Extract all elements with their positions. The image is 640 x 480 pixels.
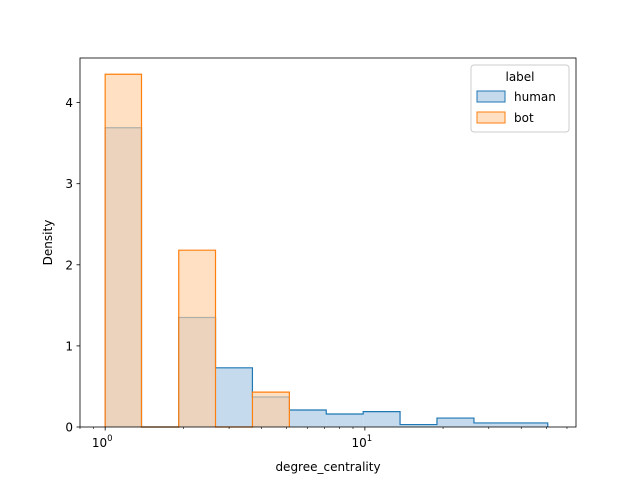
series-layer — [104, 73, 549, 428]
y-tick-label-1: 1 — [65, 339, 73, 353]
axes-frame — [79, 57, 577, 428]
bar-bot-0 — [105, 74, 142, 427]
series-human — [104, 127, 549, 428]
series-bot — [104, 73, 290, 428]
x-axis-label: degree_centrality — [275, 460, 380, 474]
legend-entries: human bot — [476, 90, 556, 125]
outline-bot — [104, 73, 290, 428]
legend-title: label — [505, 70, 534, 84]
bar-bot-2 — [178, 250, 216, 427]
bar-human-9 — [436, 418, 474, 427]
legend-label-human: human — [514, 90, 556, 104]
y-tick-label-3: 3 — [65, 177, 73, 191]
bar-human-3 — [215, 367, 253, 427]
x-tick-label-1: 100 — [92, 434, 113, 450]
bar-bot-4 — [252, 392, 290, 427]
outline-human — [104, 127, 549, 428]
bar-human-6 — [326, 414, 364, 427]
legend-swatch-bot — [476, 111, 506, 124]
legend-label-bot: bot — [514, 111, 534, 125]
y-tick-label-4: 4 — [65, 96, 73, 110]
bar-human-7 — [363, 411, 401, 427]
x-tick-label-10: 101 — [352, 434, 373, 450]
legend-swatch-human — [476, 90, 506, 103]
ticks-layer: 0 1 2 3 4 100 101 — [65, 96, 568, 450]
y-tick-label-0: 0 — [65, 421, 73, 435]
y-tick-label-2: 2 — [65, 258, 73, 272]
bar-human-5 — [289, 409, 327, 427]
y-axis-label: Density — [41, 220, 55, 266]
bar-human-8 — [400, 424, 437, 427]
bar-human-11 — [510, 422, 548, 427]
bar-human-10 — [473, 422, 511, 427]
legend: label human bot — [470, 64, 570, 133]
